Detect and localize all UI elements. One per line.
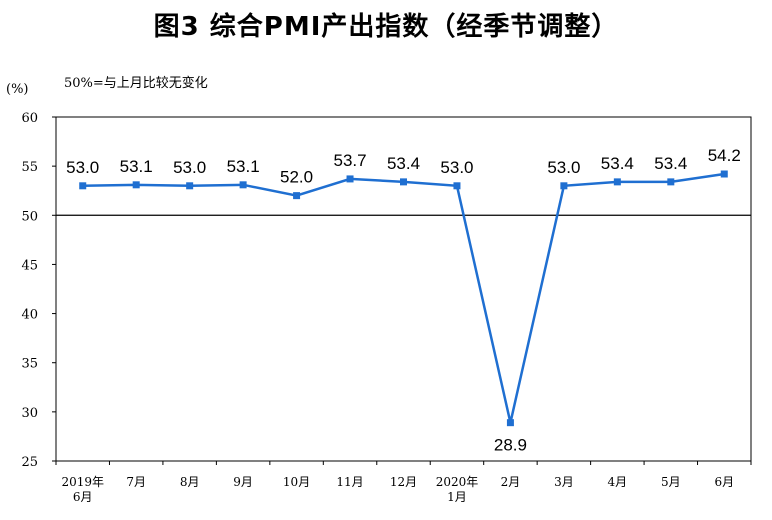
plot-area-frame xyxy=(55,116,752,462)
x-tick-label: 10月 xyxy=(283,475,310,489)
series-line xyxy=(82,172,725,423)
data-point xyxy=(400,178,407,186)
data-label: 53.0 xyxy=(173,158,206,177)
data-point xyxy=(239,181,247,189)
x-tick-label: 6月 xyxy=(714,475,734,489)
data-point xyxy=(132,181,140,189)
y-tick-label: 35 xyxy=(21,357,38,372)
x-tick-label: 3月 xyxy=(554,475,574,489)
data-label: 53.4 xyxy=(654,154,687,173)
data-label: 53.1 xyxy=(227,157,260,176)
data-label: 28.9 xyxy=(494,436,527,455)
x-tick-label: 1月 xyxy=(447,490,467,504)
x-tick-label: 7月 xyxy=(126,475,146,489)
data-label: 53.7 xyxy=(333,151,366,170)
x-tick-label: 2019年 xyxy=(61,475,104,489)
y-tick-label: 25 xyxy=(21,455,38,470)
y-axis-unit: (%) xyxy=(6,82,29,97)
data-point xyxy=(613,178,621,186)
x-tick-label: 9月 xyxy=(233,475,253,489)
x-tick-label: 12月 xyxy=(390,475,417,489)
data-label: 53.4 xyxy=(387,154,420,173)
data-point xyxy=(453,182,461,190)
data-label: 53.0 xyxy=(66,158,99,177)
data-point xyxy=(186,182,194,190)
y-tick-label: 60 xyxy=(21,111,38,126)
y-tick-label: 55 xyxy=(21,160,38,175)
data-label: 53.0 xyxy=(547,158,580,177)
x-tick-label: 11月 xyxy=(336,475,363,489)
data-label: 53.1 xyxy=(120,157,153,176)
chart-title: 图3 综合PMI产出指数（经季节调整） xyxy=(153,12,619,42)
x-tick-label: 4月 xyxy=(608,475,628,489)
y-tick-label: 50 xyxy=(21,209,38,224)
x-tick-label: 5月 xyxy=(661,475,681,489)
data-point xyxy=(79,182,87,190)
y-tick-label: 30 xyxy=(21,406,38,421)
x-tick-label: 6月 xyxy=(73,490,93,504)
data-label: 54.2 xyxy=(708,146,741,165)
x-tick-label: 8月 xyxy=(180,475,200,489)
y-tick-label: 45 xyxy=(21,258,38,273)
data-label: 53.0 xyxy=(440,158,473,177)
chart-note: 50%=与上月比较无变化 xyxy=(64,76,208,91)
x-tick-label: 2020年 xyxy=(436,475,479,489)
data-point xyxy=(293,192,301,200)
data-label: 53.4 xyxy=(601,154,634,173)
data-point xyxy=(667,178,675,186)
data-point xyxy=(346,175,354,183)
data-point xyxy=(560,182,568,190)
data-point xyxy=(720,170,728,178)
x-tick-label: 2月 xyxy=(501,475,521,489)
y-tick-label: 40 xyxy=(21,308,38,323)
data-label: 52.0 xyxy=(280,168,313,187)
data-point xyxy=(506,419,514,427)
